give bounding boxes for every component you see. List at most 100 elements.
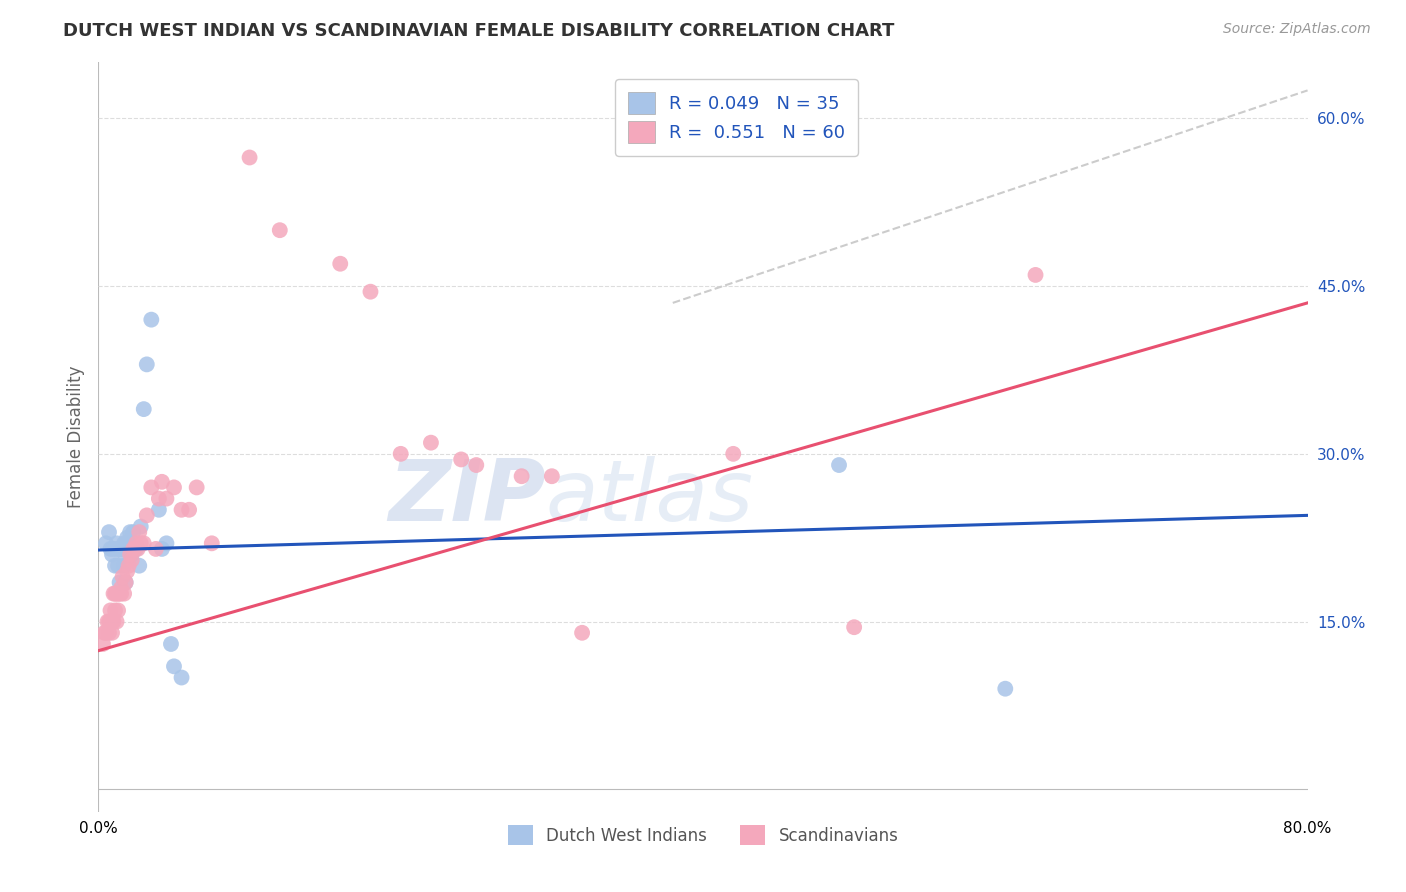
Legend: Dutch West Indians, Scandinavians: Dutch West Indians, Scandinavians: [501, 819, 905, 852]
Point: [98, 525, 121, 540]
Point: [132, 402, 155, 417]
Point: [269, 223, 291, 237]
Point: [163, 480, 186, 494]
Point: [115, 564, 138, 578]
Point: [450, 452, 472, 467]
Point: [110, 587, 132, 601]
Point: [1024, 268, 1046, 282]
Point: [540, 469, 562, 483]
Point: [110, 581, 132, 595]
Point: [239, 151, 262, 165]
Point: [132, 536, 155, 550]
Point: [844, 620, 866, 634]
Point: [571, 625, 593, 640]
Point: [114, 548, 136, 562]
Point: [465, 458, 488, 472]
Point: [155, 491, 177, 506]
Point: [96, 615, 118, 629]
Point: [94, 625, 117, 640]
Point: [107, 587, 129, 601]
Point: [125, 541, 148, 556]
Point: [723, 447, 745, 461]
Point: [179, 502, 201, 516]
Point: [100, 541, 122, 556]
Point: [104, 558, 127, 573]
Point: [105, 536, 128, 550]
Text: Source: ZipAtlas.com: Source: ZipAtlas.com: [1223, 22, 1371, 37]
Point: [329, 257, 352, 271]
Point: [122, 541, 145, 556]
Point: [112, 587, 135, 601]
Text: DUTCH WEST INDIAN VS SCANDINAVIAN FEMALE DISABILITY CORRELATION CHART: DUTCH WEST INDIAN VS SCANDINAVIAN FEMALE…: [63, 22, 894, 40]
Point: [105, 615, 128, 629]
Point: [163, 659, 186, 673]
Point: [107, 603, 129, 617]
Point: [112, 558, 135, 573]
Point: [105, 587, 128, 601]
Point: [115, 531, 138, 545]
Point: [170, 502, 193, 516]
Point: [150, 541, 173, 556]
Point: [994, 681, 1017, 696]
Text: atlas: atlas: [546, 456, 754, 539]
Point: [128, 525, 150, 540]
Point: [129, 519, 152, 533]
Point: [155, 536, 177, 550]
Point: [118, 536, 141, 550]
Point: [114, 575, 136, 590]
Text: ZIP: ZIP: [388, 456, 546, 539]
Point: [108, 587, 131, 601]
Point: [420, 435, 443, 450]
Point: [112, 536, 135, 550]
Point: [104, 603, 127, 617]
Point: [98, 625, 121, 640]
Point: [111, 570, 134, 584]
Point: [127, 541, 149, 556]
Point: [828, 458, 851, 472]
Point: [101, 625, 124, 640]
Point: [124, 541, 146, 556]
Point: [148, 502, 170, 516]
Point: [120, 548, 142, 562]
Point: [120, 525, 142, 540]
Point: [104, 587, 127, 601]
Point: [148, 491, 170, 506]
Point: [111, 541, 134, 556]
Point: [103, 541, 125, 556]
Point: [360, 285, 382, 299]
Point: [100, 603, 122, 617]
Point: [150, 475, 173, 489]
Point: [186, 480, 208, 494]
Point: [129, 536, 152, 550]
Point: [108, 575, 131, 590]
Point: [91, 637, 114, 651]
Y-axis label: Female Disability: Female Disability: [66, 366, 84, 508]
Point: [103, 615, 125, 629]
Point: [389, 447, 412, 461]
Point: [145, 541, 167, 556]
Point: [170, 671, 193, 685]
Point: [101, 615, 124, 629]
Point: [125, 536, 148, 550]
Point: [101, 548, 124, 562]
Point: [103, 587, 125, 601]
Point: [122, 525, 145, 540]
Point: [100, 615, 122, 629]
Point: [135, 358, 157, 372]
Point: [160, 637, 183, 651]
Point: [201, 536, 224, 550]
Point: [107, 558, 129, 573]
Point: [128, 558, 150, 573]
Point: [114, 575, 136, 590]
Point: [110, 541, 132, 556]
Point: [510, 469, 533, 483]
Point: [118, 558, 141, 573]
Point: [141, 480, 163, 494]
Point: [141, 312, 163, 326]
Point: [107, 541, 129, 556]
Point: [135, 508, 157, 523]
Point: [98, 615, 121, 629]
Point: [93, 625, 115, 640]
Point: [121, 553, 143, 567]
Point: [94, 536, 117, 550]
